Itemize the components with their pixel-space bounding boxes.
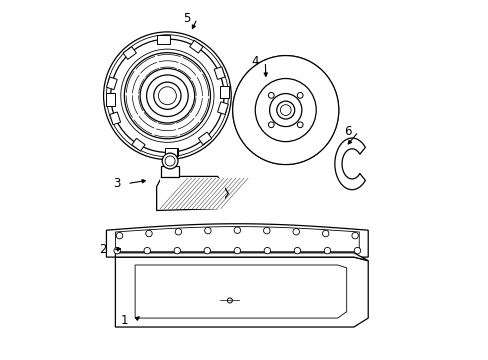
Polygon shape — [135, 265, 346, 318]
Circle shape — [353, 247, 360, 254]
Circle shape — [146, 75, 188, 117]
Circle shape — [294, 247, 300, 254]
Polygon shape — [109, 112, 121, 125]
Ellipse shape — [232, 55, 338, 165]
Circle shape — [165, 156, 175, 166]
Polygon shape — [156, 176, 228, 211]
Polygon shape — [115, 257, 367, 327]
Text: 6: 6 — [344, 125, 351, 138]
Circle shape — [103, 32, 231, 159]
Polygon shape — [189, 40, 203, 53]
Ellipse shape — [239, 62, 332, 158]
Circle shape — [268, 122, 274, 128]
Text: 5: 5 — [183, 12, 190, 25]
Circle shape — [106, 35, 228, 157]
Text: 1: 1 — [120, 314, 128, 327]
Circle shape — [153, 82, 181, 109]
Ellipse shape — [255, 78, 316, 141]
Circle shape — [227, 298, 232, 303]
Polygon shape — [217, 102, 228, 114]
Circle shape — [280, 105, 290, 116]
Circle shape — [143, 247, 150, 254]
Ellipse shape — [255, 78, 316, 141]
Polygon shape — [214, 67, 224, 80]
Circle shape — [116, 233, 122, 239]
Circle shape — [158, 87, 176, 105]
Circle shape — [110, 39, 224, 152]
Circle shape — [263, 228, 269, 234]
Polygon shape — [131, 138, 145, 151]
FancyBboxPatch shape — [161, 166, 179, 177]
Circle shape — [297, 122, 303, 128]
Circle shape — [162, 153, 178, 169]
Polygon shape — [115, 253, 367, 261]
Circle shape — [203, 247, 210, 254]
Bar — [160, 178, 224, 209]
Circle shape — [174, 247, 180, 254]
Text: 3: 3 — [113, 177, 121, 190]
Ellipse shape — [269, 94, 301, 127]
Polygon shape — [123, 47, 136, 59]
Polygon shape — [115, 227, 359, 252]
Circle shape — [324, 247, 330, 254]
Circle shape — [276, 101, 294, 119]
Circle shape — [292, 229, 299, 235]
Text: 2: 2 — [99, 243, 106, 256]
Ellipse shape — [235, 58, 335, 162]
Ellipse shape — [269, 94, 301, 127]
Polygon shape — [157, 35, 169, 44]
Circle shape — [140, 68, 194, 123]
Text: 4: 4 — [251, 55, 258, 68]
Circle shape — [204, 228, 211, 234]
Circle shape — [322, 230, 328, 237]
Polygon shape — [167, 148, 178, 156]
Polygon shape — [106, 93, 115, 106]
Circle shape — [145, 230, 152, 237]
Circle shape — [175, 229, 181, 235]
Circle shape — [234, 227, 240, 233]
Circle shape — [121, 49, 214, 142]
Polygon shape — [219, 86, 228, 98]
Polygon shape — [156, 35, 167, 43]
Circle shape — [351, 233, 358, 239]
Polygon shape — [198, 132, 211, 145]
Circle shape — [234, 247, 240, 254]
Ellipse shape — [232, 55, 338, 165]
Polygon shape — [106, 224, 367, 257]
Polygon shape — [106, 77, 117, 90]
Circle shape — [264, 247, 270, 254]
Ellipse shape — [262, 86, 308, 134]
Circle shape — [297, 93, 303, 98]
Polygon shape — [334, 138, 365, 190]
Ellipse shape — [274, 99, 296, 121]
Circle shape — [124, 53, 210, 139]
Ellipse shape — [244, 68, 326, 152]
Circle shape — [114, 247, 120, 254]
Circle shape — [268, 93, 274, 98]
Polygon shape — [164, 148, 177, 157]
